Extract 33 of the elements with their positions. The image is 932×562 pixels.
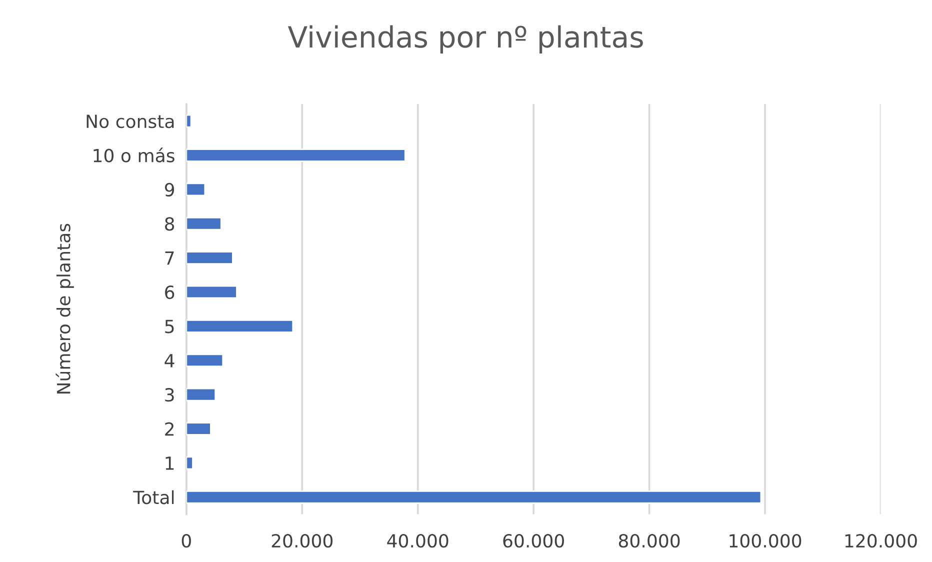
chart-title: Viviendas por nº plantas bbox=[288, 25, 643, 54]
y-tick-label: 2 bbox=[165, 422, 174, 436]
y-tick-label: No consta bbox=[86, 114, 174, 128]
y-tick-label: 8 bbox=[165, 217, 174, 231]
bar bbox=[186, 114, 192, 128]
bar bbox=[186, 251, 234, 264]
y-tick-label: 9 bbox=[164, 182, 174, 197]
x-tick-label: 60.000 bbox=[503, 534, 564, 548]
x-tick-label: 100.000 bbox=[730, 534, 802, 548]
y-tick-label: 3 bbox=[165, 388, 174, 402]
bar bbox=[186, 148, 406, 162]
bar bbox=[186, 285, 238, 299]
bar bbox=[186, 320, 294, 333]
y-tick-label: 4 bbox=[164, 354, 174, 368]
bar bbox=[186, 182, 206, 196]
x-tick-label: 40.000 bbox=[387, 534, 448, 548]
bar bbox=[186, 490, 762, 504]
bar bbox=[186, 354, 224, 368]
x-tick-label: 20.000 bbox=[272, 534, 333, 548]
y-tick-label: 7 bbox=[165, 252, 174, 265]
x-tick-label: 0 bbox=[182, 534, 191, 548]
y-tick-label: 10 o más bbox=[94, 148, 174, 162]
y-tick-label: 1 bbox=[166, 456, 174, 470]
y-tick-label: 5 bbox=[165, 320, 174, 334]
y-axis-title: Número de plantas bbox=[56, 224, 74, 394]
bar bbox=[186, 388, 216, 402]
x-tick-label: 80.000 bbox=[618, 534, 680, 548]
y-tick-label: Total bbox=[133, 490, 174, 504]
bar bbox=[186, 422, 212, 436]
bar bbox=[186, 216, 222, 230]
x-tick-label: 120.000 bbox=[845, 534, 917, 548]
y-tick-label: 6 bbox=[165, 285, 174, 300]
bar bbox=[186, 456, 194, 470]
